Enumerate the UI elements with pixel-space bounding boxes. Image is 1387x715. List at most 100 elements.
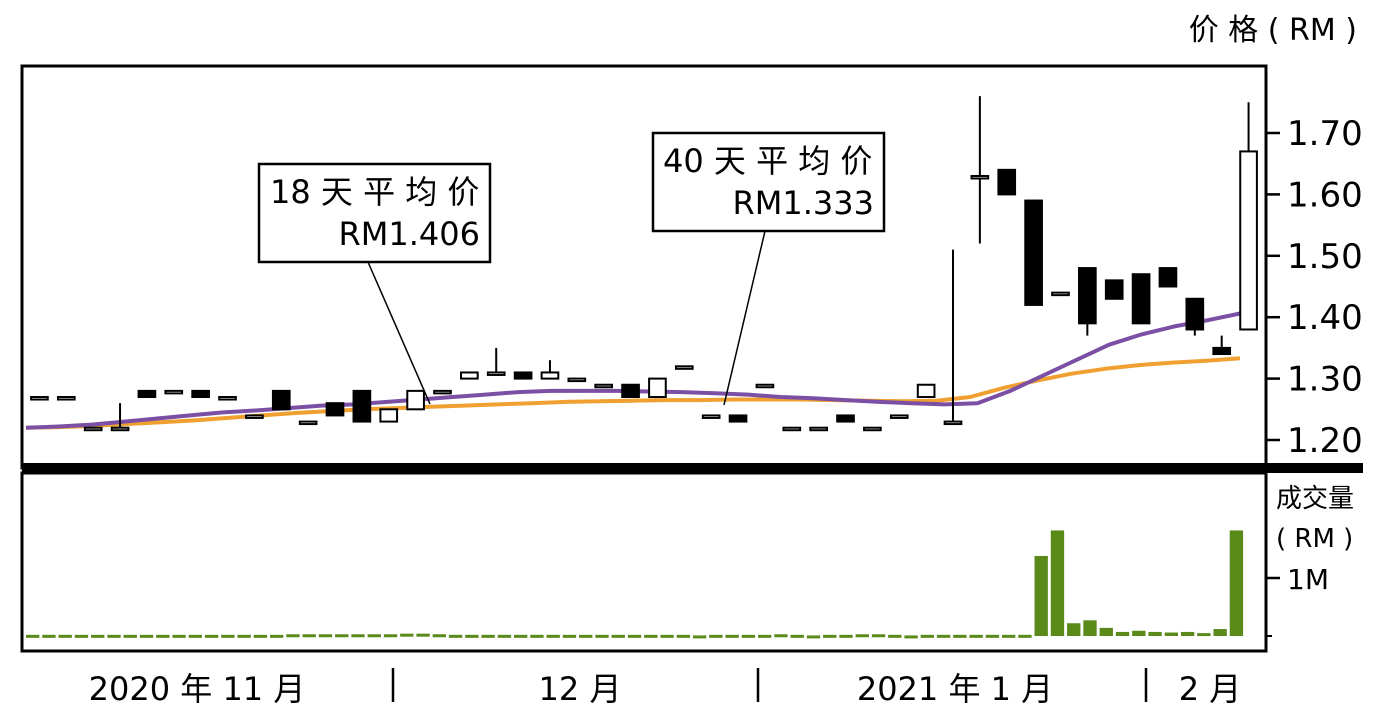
ma40-layer	[25, 356, 1241, 430]
volume-bar	[156, 634, 170, 638]
candle	[1078, 267, 1097, 336]
candle-body	[1212, 346, 1232, 356]
volume-bar	[790, 634, 804, 638]
candle-body	[271, 389, 291, 411]
candle	[30, 396, 49, 401]
candle	[298, 420, 318, 426]
candle	[1024, 199, 1043, 306]
volume-bar	[302, 634, 316, 638]
volume-bar	[42, 634, 56, 638]
x-axis: 2020 年 11 月 12 月 2021 年 1 月 2 月	[89, 668, 1241, 708]
candle	[836, 414, 855, 423]
candle	[379, 408, 399, 423]
candle-body	[352, 389, 372, 423]
volume-bar	[627, 634, 642, 638]
ma18-callout-box	[257, 162, 492, 264]
candle	[433, 389, 452, 395]
candle	[137, 389, 157, 399]
volume-bar	[579, 634, 593, 638]
candle	[164, 389, 184, 395]
volume-bar	[514, 634, 528, 638]
candle-body	[1104, 279, 1124, 300]
volume-bar	[1099, 627, 1113, 636]
volume-bar	[839, 634, 853, 638]
volume-bar	[253, 634, 268, 638]
volume-bar	[904, 635, 918, 639]
candle	[648, 377, 667, 399]
candle	[782, 426, 802, 432]
candle	[943, 249, 963, 426]
candle	[325, 402, 345, 417]
candle-body	[648, 377, 667, 399]
volume-bar	[676, 634, 691, 638]
candle	[191, 389, 210, 399]
volume-bar	[139, 634, 154, 638]
candle-body	[325, 402, 345, 417]
volume-bar	[481, 634, 495, 638]
candle	[701, 414, 721, 419]
volume-bar	[595, 634, 609, 638]
volume-bar	[432, 634, 447, 638]
volume-bar	[383, 634, 398, 638]
volume-bar	[335, 634, 349, 638]
volume-bar	[888, 634, 902, 638]
candle-body	[110, 426, 130, 432]
candles-layer	[30, 96, 1258, 432]
panel-divider	[22, 463, 1363, 473]
candle	[83, 426, 103, 432]
volume-bar	[91, 634, 105, 638]
candle-body	[755, 383, 775, 389]
volume-bar	[26, 634, 40, 638]
candle	[916, 383, 936, 399]
volume-bar	[318, 634, 333, 638]
ma40-callout-box	[651, 131, 886, 233]
candle	[1051, 291, 1070, 297]
volume-bar	[920, 634, 935, 638]
candle	[513, 371, 533, 380]
candle	[970, 96, 990, 244]
candle-body	[728, 414, 748, 423]
price-tick-label: 1.60	[1287, 175, 1363, 215]
ma40-callout-value: RM1.333	[733, 184, 874, 222]
volume-layer	[26, 530, 1244, 639]
volume-bar	[74, 634, 89, 638]
volume-bar	[367, 634, 381, 638]
volume-bar	[709, 634, 723, 638]
candle-body	[701, 414, 721, 419]
candle	[728, 414, 748, 423]
candle-body	[56, 396, 76, 401]
volume-bar	[172, 634, 186, 638]
candle	[460, 371, 479, 380]
volume-bar	[806, 635, 821, 639]
candle-body	[889, 414, 909, 419]
volume-bar	[1132, 630, 1146, 636]
volume-bar	[644, 634, 658, 638]
volume-bar	[985, 634, 1000, 638]
volume-bar	[416, 633, 430, 637]
candle-body	[540, 371, 560, 380]
candle	[406, 389, 425, 411]
candle	[352, 389, 372, 423]
candle-body	[997, 168, 1017, 196]
volume-bar	[221, 634, 235, 638]
volume-bar	[1083, 620, 1097, 636]
x-period-label: 2021 年 1 月	[857, 670, 1053, 708]
candle	[540, 360, 560, 380]
candle-body	[30, 396, 49, 401]
price-panel-frame	[20, 64, 1268, 470]
volume-bar	[546, 634, 560, 638]
candle-body	[1239, 150, 1258, 331]
volume-bar	[758, 634, 772, 638]
candle-body	[567, 377, 587, 383]
volume-bar	[871, 634, 886, 638]
candle	[245, 414, 264, 419]
volume-bar	[530, 634, 544, 638]
candle	[1212, 335, 1232, 356]
candle	[1104, 279, 1124, 300]
candle-body	[406, 389, 425, 411]
candle	[567, 377, 587, 383]
candle-body	[1078, 267, 1097, 325]
candle	[1131, 273, 1151, 325]
candle	[486, 347, 506, 376]
